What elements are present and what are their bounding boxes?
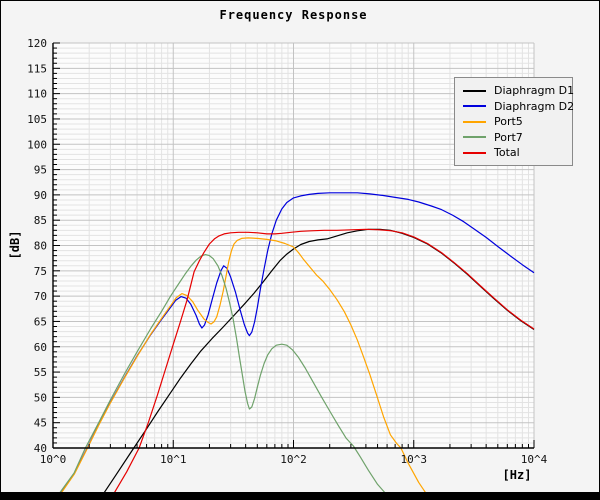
legend-item: Port7 [455,131,572,144]
x-tick-label: 10^1 [160,453,187,466]
legend-swatch [463,120,486,123]
y-tick-label: 95 [34,164,47,177]
series-line-port7 [56,254,390,498]
legend-label: Port5 [494,115,523,128]
legend-swatch [463,105,486,107]
chart-title: Frequency Response [219,8,368,22]
y-tick-label: 90 [34,189,47,202]
legend-label: Total [494,146,520,159]
y-tick-label: 105 [27,113,47,126]
y-tick-label: 115 [27,62,47,75]
series-line-total [111,228,535,497]
axis-ticks [52,42,535,449]
y-tick-label: 60 [34,341,47,354]
y-tick-label: 100 [27,138,47,151]
bottom-black-bar [1,492,599,499]
x-tick-label: 10^0 [40,453,67,466]
series-line-diaphragm-d2 [57,192,535,498]
series-lines [56,192,535,498]
y-tick-label: 110 [27,88,47,101]
legend-label: Diaphragm D1 [494,84,575,97]
grid-major [52,42,535,449]
x-tick-label: 10^3 [401,453,428,466]
legend-item: Diaphragm D1 [455,84,575,97]
x-tick-label: 10^4 [521,453,548,466]
y-tick-label: 85 [34,214,47,227]
legend-label: Port7 [494,130,523,144]
y-tick-label: 40 [34,442,47,455]
y-tick-label: 75 [34,265,47,278]
tick-labels: 1201151101051009590858075706560555045401… [27,37,547,466]
legend-item: Total [455,146,572,159]
legend-swatch [463,151,486,154]
y-tick-label: 45 [34,417,47,430]
y-tick-label: 55 [34,366,47,379]
legend-swatch [463,136,486,138]
legend-label: Diaphragm D2 [494,99,575,113]
y-axis-label: [dB] [8,230,22,260]
y-tick-label: 120 [27,37,47,50]
y-tick-label: 65 [34,315,47,328]
legend-box: Diaphragm D1 Diaphragm D2 Port5 Port7 Total [454,77,575,166]
series-line-port5 [57,237,429,498]
y-tick-label: 50 [34,391,47,404]
legend-swatch [463,89,486,92]
x-axis-label: [Hz] [502,468,532,482]
y-tick-label: 80 [34,240,47,253]
legend-item: Port5 [455,115,572,128]
y-tick-label: 70 [34,290,47,303]
x-tick-label: 10^2 [280,453,307,466]
legend-item: Diaphragm D2 [455,99,575,113]
